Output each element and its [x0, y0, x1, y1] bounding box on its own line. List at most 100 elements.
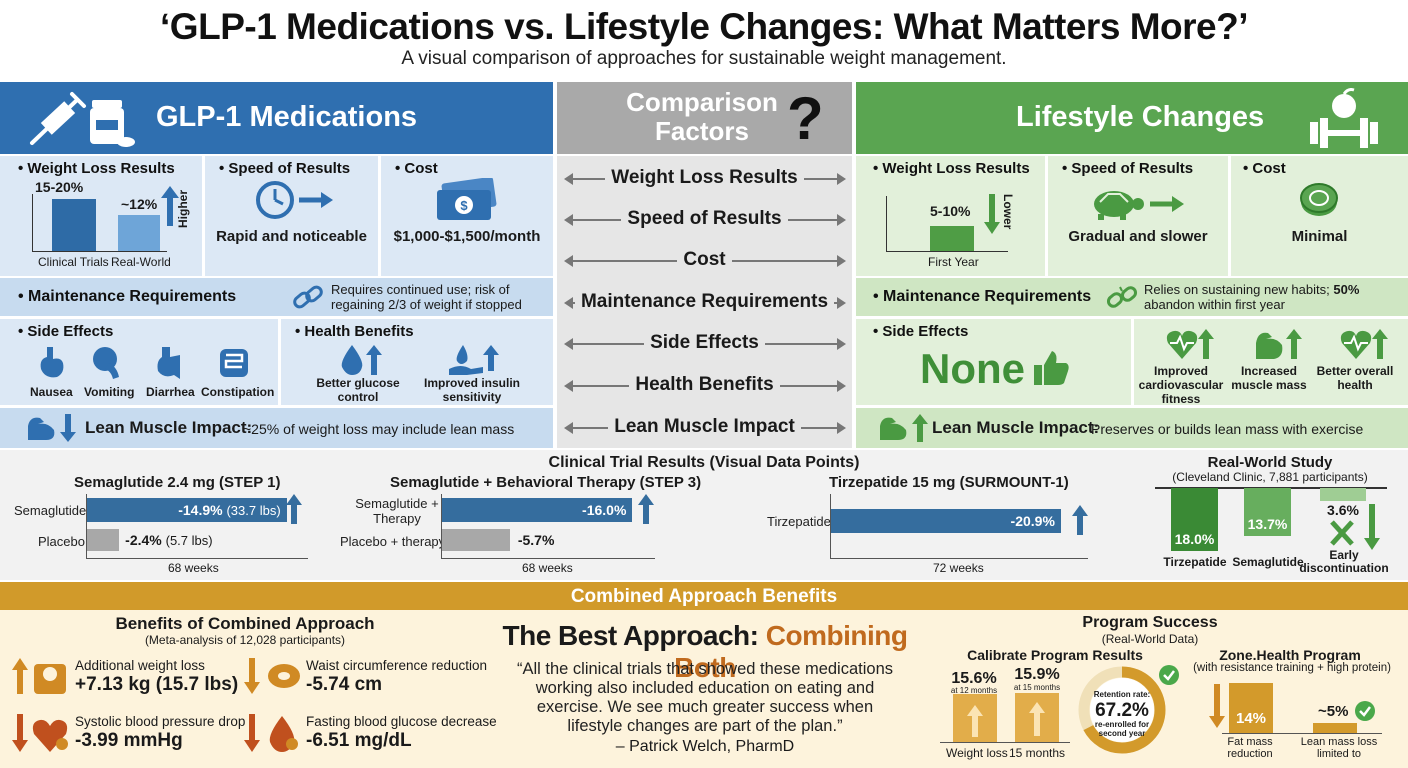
diarrhea-icon [157, 347, 180, 379]
step3-sema-bar: -16.0% [442, 498, 633, 522]
lifestyle-lower-label: Lower [1001, 194, 1015, 230]
broken-chain-icon [1106, 286, 1138, 308]
down-arrow-icon [984, 194, 1000, 234]
factors-title: Comparison Factors [626, 87, 778, 146]
benefit-waist-label: Waist circumference reduction [306, 658, 488, 673]
benefit-bp-value: -3.99 mmHg [75, 730, 183, 751]
step3-placebo-bar [442, 529, 510, 551]
glp1-maintenance-cell: • Maintenance Requirements Requires cont… [0, 278, 553, 316]
retention-donut [1078, 666, 1166, 754]
lifestyle-maintenance-cell: • Maintenance Requirements Relies on sus… [856, 278, 1408, 316]
up-arrow-icon [1029, 702, 1045, 736]
surmount-tirzepatide-label: Tirzepatide [767, 514, 831, 529]
calibrate-12m-sub: at 12 months [950, 686, 998, 695]
benefit-glucose-control: Better glucose control [316, 376, 400, 404]
benefit-muscle-mass: Increased muscle mass [1231, 364, 1307, 392]
lifestyle-maintenance-text: Relies on sustaining new habits; 50% aba… [1144, 282, 1360, 312]
zone-lean-bar [1313, 723, 1357, 733]
glp1-trials-bar [52, 198, 96, 251]
check-circle-icon [1355, 701, 1375, 721]
benefit-waist-value: -5.74 cm [306, 674, 383, 695]
muscle-up-icon [1256, 329, 1302, 359]
glp1-real-value: ~12% [121, 196, 158, 212]
lifestyle-side-effects-cell: • Side Effects None [856, 319, 1131, 405]
retention-value: 67.2% [1095, 700, 1149, 721]
combined-section [0, 610, 1408, 768]
step3-title: Semaglutide + Behavioral Therapy (STEP 3… [390, 474, 702, 491]
up-arrow-icon [286, 494, 302, 524]
realworld-tirzepatide-label: Tirzepatide [1163, 555, 1227, 569]
lifestyle-weight-period: First Year [928, 255, 979, 269]
lifestyle-lean-muscle-text: Preserves or builds lean mass with exerc… [1091, 421, 1364, 437]
benefit-bp-label: Systolic blood pressure drop [75, 714, 246, 729]
step3-duration: 68 weeks [522, 561, 573, 575]
side-effect-constipation: Constipation [201, 385, 275, 399]
benefit-weight-loss-label: Additional weight loss [75, 658, 205, 673]
lifestyle-title: Lifestyle Changes [1016, 101, 1265, 133]
turtle-arrow-icon [1094, 191, 1184, 220]
retention-label: Retention rate: [1093, 690, 1151, 699]
surmount-tirzepatide-bar: -20.9% [831, 509, 1061, 533]
combined-banner: Combined Approach Benefits [0, 582, 1408, 610]
money-icon: $ [437, 178, 497, 220]
lifestyle-health-benefits-cell: Improved cardiovascular fitness Increase… [1134, 319, 1408, 406]
blood-drop-down-icon [244, 714, 298, 752]
zone-fat-label: Fat mass reduction [1227, 736, 1273, 760]
x-down-icon [1330, 504, 1380, 550]
factor-maintenance: Maintenance Requirements [557, 291, 852, 313]
glp1-lean-muscle-cell: Lean Muscle Impact: ~25% of weight loss … [0, 408, 553, 448]
glp1-title: GLP-1 Medications [156, 101, 418, 133]
factor-weight-loss: Weight Loss Results [557, 167, 852, 189]
calibrate-label-weight-loss: Weight loss [946, 746, 1008, 760]
step1-placebo-value: -2.4% (5.7 lbs) [125, 532, 213, 548]
svg-text:$: $ [460, 198, 468, 213]
glp1-weight-loss-label: • Weight Loss Results [18, 160, 175, 177]
glp1-maintenance-label: • Maintenance Requirements [18, 288, 237, 305]
side-effect-diarrhea: Diarrhea [146, 385, 195, 399]
side-effect-nausea: Nausea [30, 385, 73, 399]
glp1-trials-value: 15-20% [35, 179, 84, 195]
chain-link-icon [293, 285, 323, 309]
lifestyle-lean-muscle-cell: Lean Muscle Impact: Preserves or builds … [856, 408, 1408, 448]
vomit-face-icon [93, 347, 119, 379]
muscle-up-icon [880, 414, 928, 442]
page-title: ‘GLP-1 Medications vs. Lifestyle Changes… [160, 6, 1248, 47]
glp1-header: GLP-1 Medications [0, 82, 553, 154]
heart-down-icon [12, 714, 68, 752]
benefit-insulin-sensitivity: Improved insulin sensitivity [423, 376, 520, 404]
step1-placebo-bar [87, 529, 120, 551]
realworld-discontinuation-label: Early discontinuation [1299, 548, 1389, 575]
zone-lean-value: ~5% [1318, 703, 1349, 720]
zone-fat-bar [1229, 682, 1273, 733]
down-arrow-icon [1209, 684, 1225, 728]
benefit-weight-loss-value: +7.13 kg (15.7 lbs) [75, 674, 239, 695]
lifestyle-weight-loss-label: • Weight Loss Results [873, 160, 1030, 177]
step3-sema-label: Semaglutide + Therapy [355, 496, 439, 526]
combined-banner-text: Combined Approach Benefits [570, 586, 838, 607]
clock-arrow-icon [256, 181, 333, 219]
glp1-cost-cell: • Cost $ $1,000-$1,500/month [381, 156, 553, 276]
lifestyle-side-effects-none: None [920, 345, 1025, 392]
best-approach-title: The Best Approach: Combining Both [502, 620, 908, 683]
lifestyle-speed-cell: • Speed of Results Gradual and slower [1048, 156, 1228, 276]
stomach-icon [40, 347, 64, 378]
calibrate-label-15-months: 15 months [1009, 746, 1066, 760]
lifestyle-cost-cell: • Cost Minimal [1231, 156, 1408, 276]
step1-placebo-label: Placebo [38, 534, 85, 549]
step1-duration: 68 weeks [168, 561, 219, 575]
realworld-tirzepatide-value: 18.0% [1174, 531, 1215, 547]
lifestyle-weight-value: 5-10% [930, 203, 971, 219]
realworld-title: Real-World Study [1207, 454, 1333, 471]
glp1-trials-label: Clinical Trials [38, 255, 109, 269]
glp1-maintenance-text: Requires continued use; risk of regainin… [331, 282, 522, 312]
factor-cost: Cost [557, 249, 852, 271]
realworld-semaglutide-value: 13.7% [1247, 515, 1288, 532]
lifestyle-side-effects-label: • Side Effects [873, 323, 969, 340]
glp1-cost-text: $1,000-$1,500/month [393, 228, 541, 245]
trials-title: Clinical Trial Results (Visual Data Poin… [548, 454, 860, 471]
benefit-glucose-label: Fasting blood glucose decrease [306, 714, 497, 729]
lifestyle-maintenance-label: • Maintenance Requirements [873, 288, 1092, 305]
lifestyle-header: Lifestyle Changes [856, 82, 1408, 154]
intestine-icon [220, 349, 248, 377]
syringe-pill-icon [30, 92, 135, 147]
